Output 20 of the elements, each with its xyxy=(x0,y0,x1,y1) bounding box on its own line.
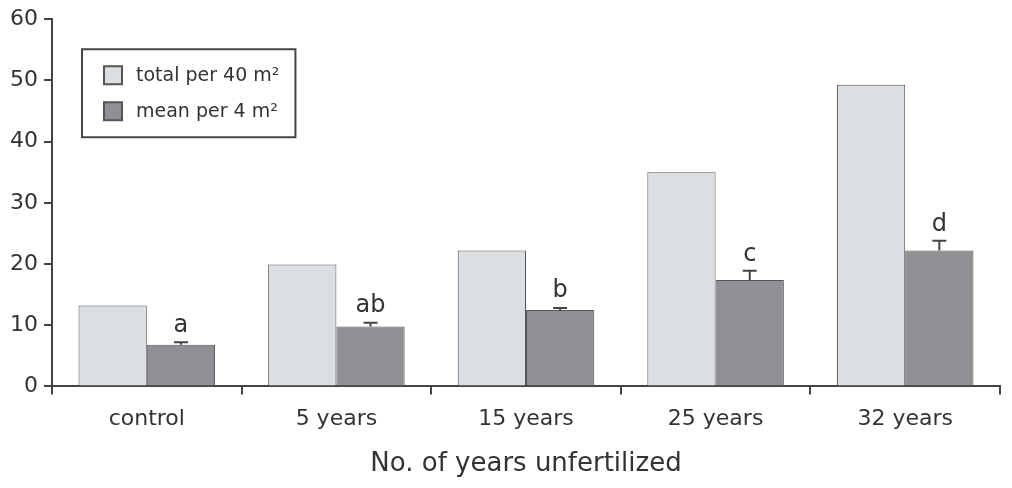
y-tick-label: 20 xyxy=(9,249,38,275)
x-tick-label: control xyxy=(108,405,185,431)
y-tick-label: 40 xyxy=(9,127,38,153)
annotation: ab xyxy=(355,290,386,319)
legend-label: total per 40 m² xyxy=(135,63,280,86)
x-axis-title: No. of years unfertilized xyxy=(370,447,682,478)
y-tick-label: 30 xyxy=(9,188,38,214)
annotation: b xyxy=(552,275,568,304)
annotation: a xyxy=(173,309,189,338)
y-tick-label: 0 xyxy=(23,372,38,398)
x-tick-label: 25 years xyxy=(667,405,764,431)
annotation: c xyxy=(743,238,757,267)
y-tick-label: 50 xyxy=(9,66,38,92)
y-tick-label: 60 xyxy=(9,4,38,30)
x-tick-label: 5 years xyxy=(295,405,378,431)
annotation: d xyxy=(931,209,947,238)
x-tick-label: 32 years xyxy=(857,405,953,431)
y-tick-label: 10 xyxy=(9,310,38,336)
legend-label: mean per 4 m² xyxy=(135,99,278,122)
x-tick-label: 15 years xyxy=(478,405,574,431)
